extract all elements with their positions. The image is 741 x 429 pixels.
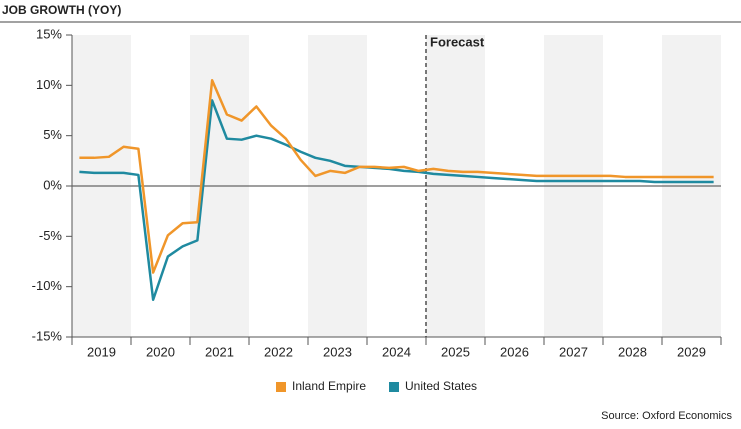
x-tick-label: 2028 [618,344,647,359]
x-tick-label: 2026 [500,344,529,359]
x-tick-label: 2024 [382,344,411,359]
legend-label: United States [405,379,477,393]
y-tick-label: 0% [43,177,62,192]
series-line [79,99,714,301]
forecast-label: Forecast [430,34,485,49]
x-tick-label: 2023 [323,344,352,359]
x-tick-label: 2029 [677,344,706,359]
x-tick-label: 2022 [264,344,293,359]
y-tick-label: -5% [39,228,63,243]
y-tick-label: 10% [36,77,62,92]
x-tick-label: 2019 [87,344,116,359]
y-tick-label: 15% [36,26,62,41]
x-tick-label: 2025 [441,344,470,359]
y-tick-label: -15% [32,328,63,343]
source-note: Source: Oxford Economics [601,410,732,422]
x-tick-label: 2020 [146,344,175,359]
legend-label: Inland Empire [292,379,366,393]
x-tick-label: 2021 [205,344,234,359]
series-line [79,79,714,274]
legend-swatch [276,382,286,392]
legend-swatch [389,382,399,392]
x-tick-label: 2027 [559,344,588,359]
chart-title: JOB GROWTH (YOY) [2,3,121,17]
y-tick-label: -10% [32,278,63,293]
y-tick-label: 5% [43,127,62,142]
